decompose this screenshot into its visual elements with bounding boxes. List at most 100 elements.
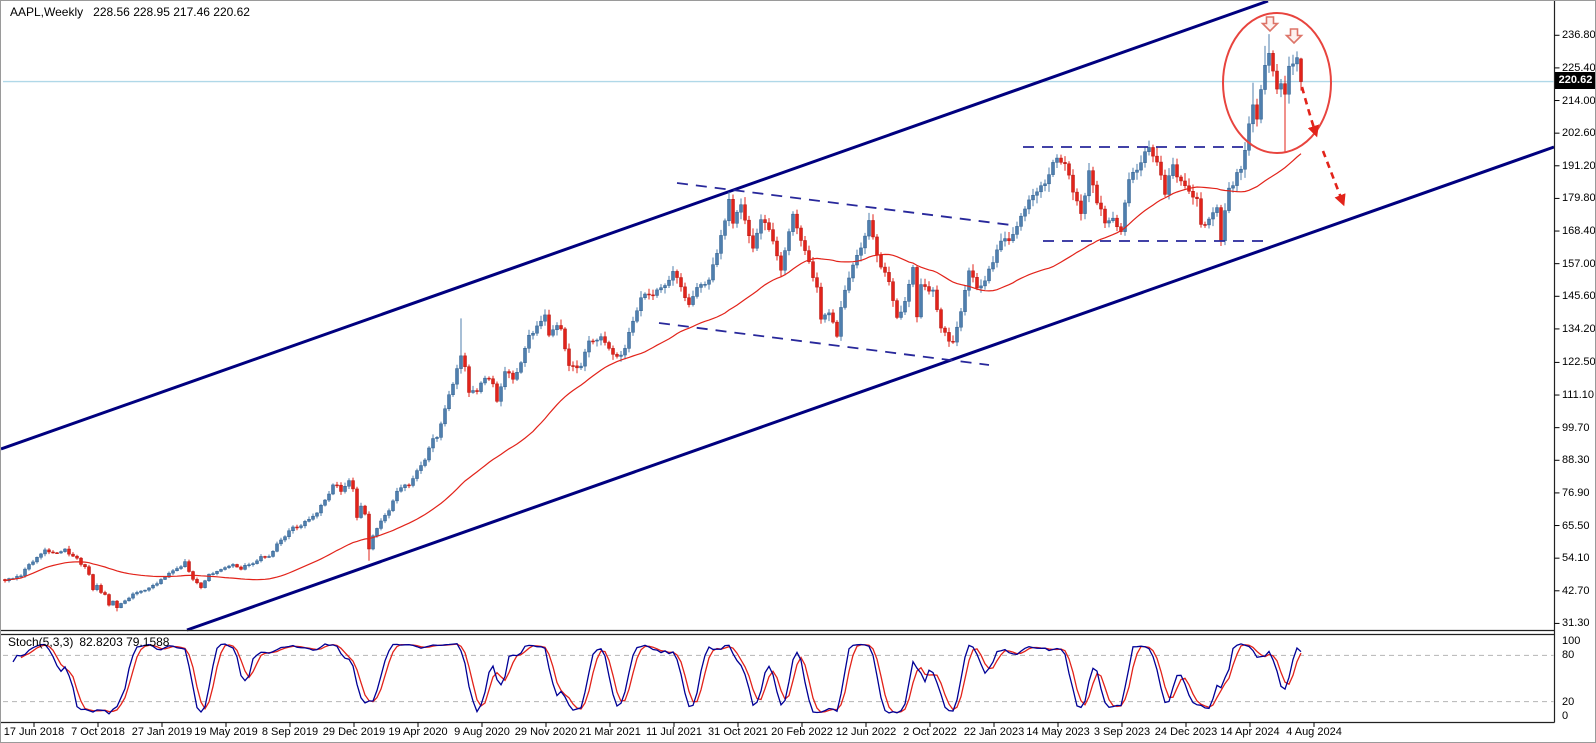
candle-body: [231, 564, 235, 567]
candle-body: [143, 589, 147, 592]
candle-body: [1219, 207, 1223, 242]
trend-channel-line[interactable]: [1, 1, 1269, 451]
down-block-arrow-icon[interactable]: [1260, 16, 1280, 33]
candle-body: [1019, 215, 1023, 227]
date-axis-label: 19 Apr 2020: [388, 726, 448, 738]
candle-body: [39, 553, 43, 558]
candle-body: [107, 594, 111, 606]
candles: [3, 34, 1303, 612]
candle-body: [855, 255, 859, 266]
candle-body: [931, 289, 935, 292]
price-axis-label: 168.40: [1562, 225, 1596, 238]
candle-body: [915, 267, 919, 318]
candle-body: [623, 348, 627, 356]
candle-body: [955, 326, 959, 343]
date-axis-label: 12 Jun 2022: [835, 726, 897, 738]
candle-body: [779, 255, 783, 271]
candle-body: [691, 296, 695, 305]
candle-body: [407, 484, 411, 487]
candle-body: [1099, 202, 1103, 210]
candle-body: [1279, 83, 1283, 90]
candle-body: [1091, 170, 1095, 186]
candle-body: [991, 262, 995, 270]
candle-body: [295, 526, 299, 529]
date-axis-label: 24 Dec 2023: [1154, 726, 1218, 738]
candle-body: [199, 582, 203, 588]
price-axis-label: 111.10: [1562, 389, 1595, 402]
candle-body: [511, 372, 515, 380]
candle-body: [1127, 179, 1131, 204]
trend-channel-line[interactable]: [186, 145, 1555, 632]
candle-body: [939, 309, 943, 329]
candle-body: [47, 549, 51, 553]
candle-body: [1027, 199, 1031, 210]
candle-body: [971, 270, 975, 278]
candle-body: [615, 354, 619, 357]
candle-body: [531, 332, 535, 336]
candle-body: [1071, 174, 1075, 193]
date-axis-label: 11 Jul 2021: [645, 726, 703, 738]
candle-body: [403, 484, 407, 488]
candle-body: [215, 571, 219, 574]
candle-body: [851, 264, 855, 279]
candle-body: [675, 271, 679, 278]
stochastic-name: Stoch(5,3,3): [8, 635, 74, 649]
candle-body: [1179, 176, 1183, 182]
candle-body: [1043, 183, 1047, 186]
candle-body: [91, 574, 95, 590]
projection-arrow[interactable]: [1300, 86, 1319, 138]
candle-body: [63, 548, 67, 552]
highlight-ellipse[interactable]: [1222, 12, 1332, 154]
chart-title: AAPL,Weekly 228.56 228.95 217.46 220.62: [10, 5, 250, 19]
candle-body: [1283, 83, 1287, 95]
candle-body: [1135, 169, 1139, 173]
candle-body: [1131, 172, 1135, 180]
candle-body: [1143, 151, 1147, 163]
candle-body: [803, 240, 807, 251]
candle-body: [1115, 217, 1119, 228]
price-axis-label: 42.70: [1562, 584, 1590, 597]
candle-body: [467, 366, 471, 393]
date-axis-label: 19 May 2019: [194, 726, 258, 738]
projection-arrow[interactable]: [1321, 150, 1346, 207]
candle-body: [1175, 164, 1179, 178]
candle-body: [587, 340, 591, 353]
candle-body: [707, 279, 711, 285]
dashed-trendline[interactable]: [658, 322, 990, 366]
candle-body: [1211, 212, 1215, 220]
candle-body: [1015, 226, 1019, 235]
candle-body: [1231, 185, 1235, 189]
candle-body: [863, 235, 867, 249]
dashed-trendline[interactable]: [676, 182, 1012, 226]
candle-body: [887, 272, 891, 282]
candle-body: [335, 484, 339, 487]
candle-body: [603, 336, 607, 343]
candle-body: [1271, 53, 1275, 72]
candle-body: [159, 579, 163, 584]
candle-body: [499, 386, 503, 402]
candle-body: [1011, 234, 1015, 242]
candle-body: [359, 505, 363, 518]
candle-body: [607, 342, 611, 349]
candle-body: [727, 199, 731, 222]
candle-body: [1171, 164, 1175, 176]
current-price-tag: 220.62: [1555, 72, 1595, 89]
candle-body: [59, 551, 63, 554]
candle-body: [1239, 168, 1243, 173]
candle-body: [399, 487, 403, 492]
candle-body: [291, 526, 295, 531]
stochastic-values: 82.8203 79.1588: [79, 635, 170, 649]
candle-body: [763, 219, 767, 223]
candle-body: [331, 484, 335, 495]
candle-body: [1287, 65, 1291, 95]
candle-body: [447, 394, 451, 410]
down-block-arrow-icon[interactable]: [1284, 28, 1304, 45]
candle-body: [647, 293, 651, 296]
candle-body: [1275, 70, 1279, 90]
price-axis-label: 31.30: [1562, 617, 1590, 630]
candle-body: [959, 311, 963, 328]
candle-body: [347, 480, 351, 487]
candle-body: [371, 535, 375, 550]
candle-body: [411, 478, 415, 486]
